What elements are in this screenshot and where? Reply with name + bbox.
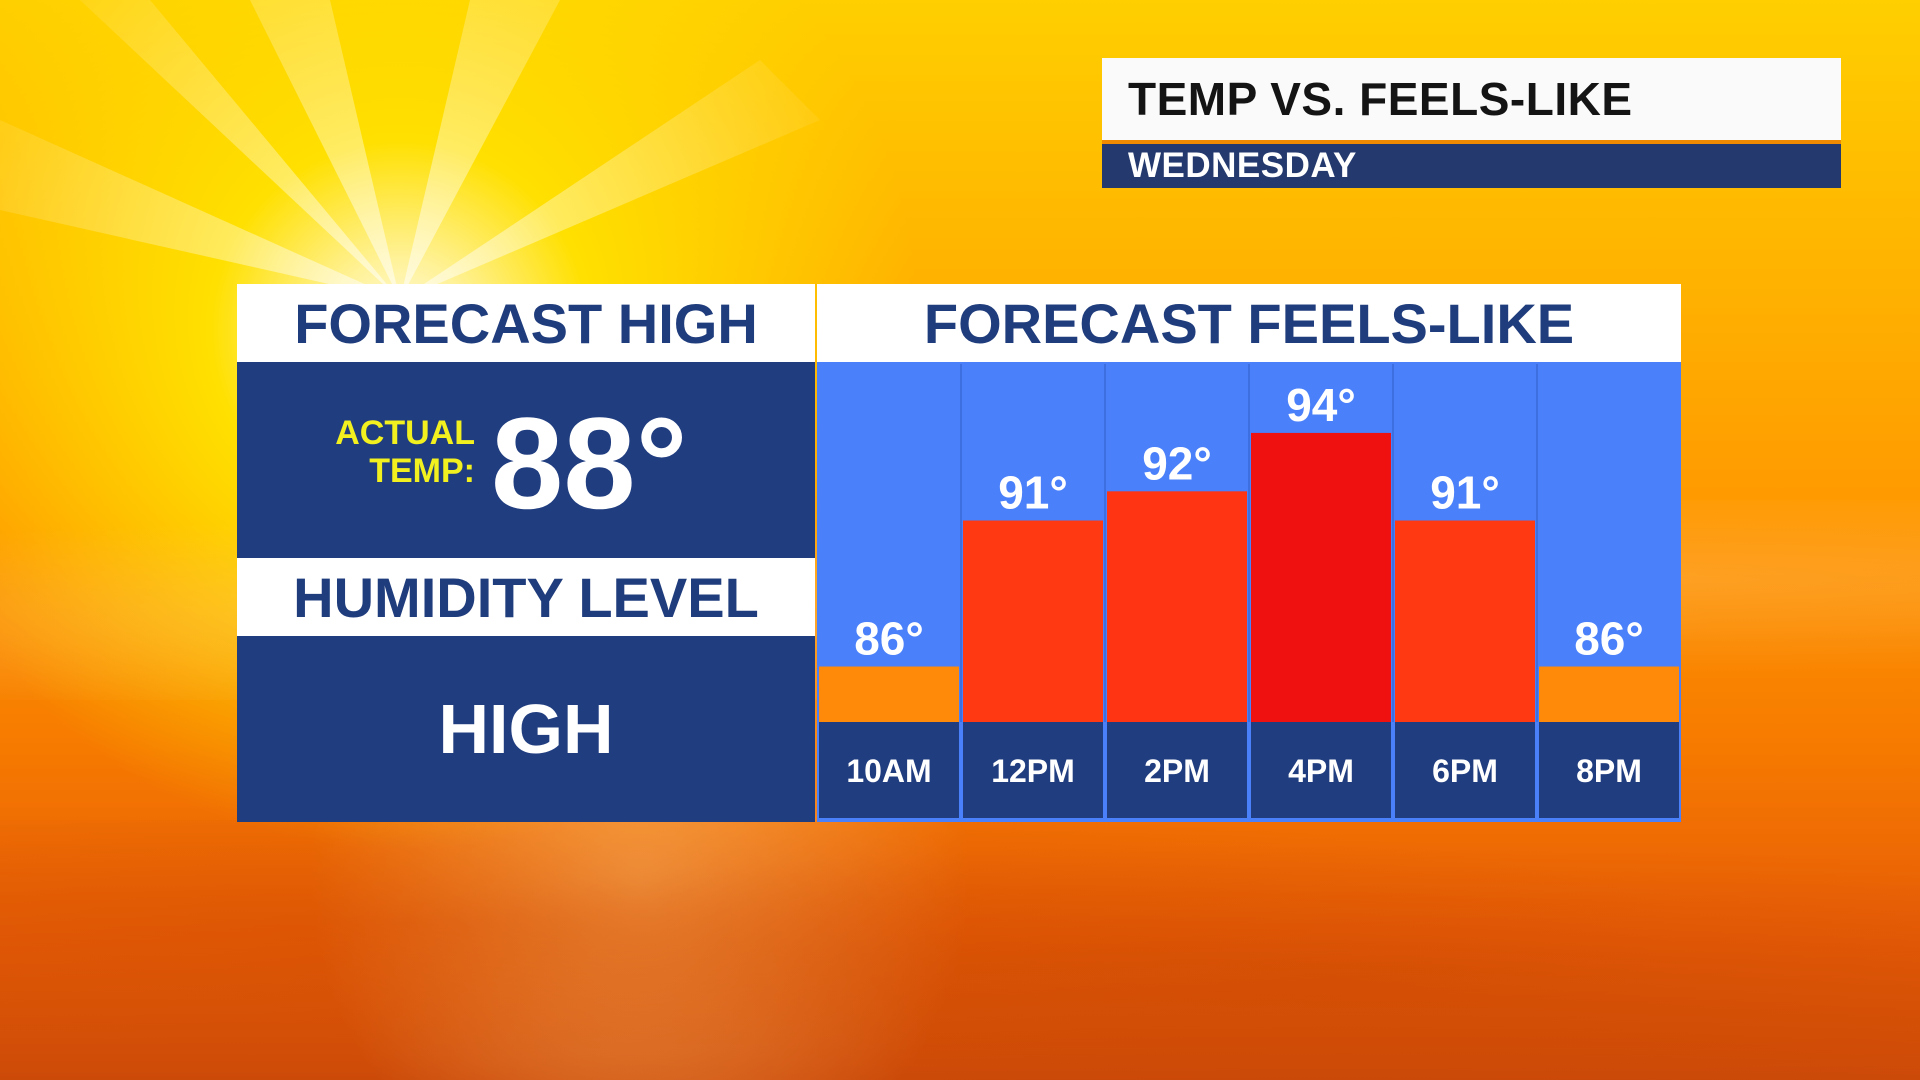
actual-temp-value: 88° xyxy=(491,390,688,536)
tick-label-2pm: 2PM xyxy=(1144,753,1210,789)
column-divider xyxy=(1104,362,1106,722)
actual-temp-label-line1: ACTUAL xyxy=(335,414,475,452)
category-cell-4pm xyxy=(1251,722,1391,818)
cloud-glow-lower xyxy=(0,820,1920,1080)
tick-label-8pm: 8PM xyxy=(1576,753,1642,789)
data-label-4pm: 94° xyxy=(1286,379,1356,431)
data-label-6pm: 91° xyxy=(1430,467,1500,519)
chart-frame xyxy=(817,362,1681,820)
graphic-subtitle: WEDNESDAY xyxy=(1102,144,1841,188)
title-box: TEMP VS. FEELS-LIKE WEDNESDAY xyxy=(1102,58,1841,188)
actual-temp-block: ACTUAL TEMP: 88° xyxy=(237,362,815,558)
column-divider xyxy=(960,362,962,722)
column-divider xyxy=(1536,362,1538,722)
tick-label-6pm: 6PM xyxy=(1432,753,1498,789)
category-cell-6pm xyxy=(1395,722,1535,818)
data-label-8pm: 86° xyxy=(1574,613,1644,665)
bar-6pm xyxy=(1395,520,1535,722)
bar-8pm xyxy=(1539,666,1679,722)
actual-temp-label-line2: TEMP: xyxy=(369,452,475,490)
forecast-high-heading: FORECAST HIGH xyxy=(237,284,815,362)
feels-like-panel: FORECAST FEELS-LIKE 86° 10AM 91° 12PM 92° 2PM… xyxy=(817,284,1681,822)
forecast-high-panel: FORECAST HIGH ACTUAL TEMP: 88° HUMIDITY … xyxy=(237,284,815,822)
actual-temp-label: ACTUAL TEMP: xyxy=(237,414,475,490)
data-label-10am: 86° xyxy=(854,613,924,665)
feels-like-chart-svg: 86° 10AM 91° 12PM 92° 2PM 94° 4PM 91° 6PM 86° 8PM xyxy=(817,362,1681,820)
column-divider xyxy=(1392,362,1394,722)
chart-title: FORECAST FEELS-LIKE xyxy=(817,284,1681,362)
graphic-title: TEMP VS. FEELS-LIKE xyxy=(1102,58,1841,144)
category-cell-8pm xyxy=(1539,722,1679,818)
feels-like-chart: 86° 10AM 91° 12PM 92° 2PM 94° 4PM 91° 6PM 86° 8PM xyxy=(817,362,1681,822)
data-label-2pm: 92° xyxy=(1142,437,1212,489)
tick-label-4pm: 4PM xyxy=(1288,753,1354,789)
bar-10am xyxy=(819,666,959,722)
category-cell-2pm xyxy=(1107,722,1247,818)
category-cell-12pm xyxy=(963,722,1103,818)
data-label-12pm: 91° xyxy=(998,467,1068,519)
humidity-level-heading: HUMIDITY LEVEL xyxy=(237,558,815,636)
column-divider xyxy=(1248,362,1250,722)
tick-label-12pm: 12PM xyxy=(991,753,1075,789)
humidity-level-value: HIGH xyxy=(237,636,815,822)
category-cell-10am xyxy=(819,722,959,818)
bar-12pm xyxy=(963,520,1103,722)
tick-label-10am: 10AM xyxy=(846,753,931,789)
bar-4pm xyxy=(1251,432,1391,722)
bar-2pm xyxy=(1107,491,1247,722)
